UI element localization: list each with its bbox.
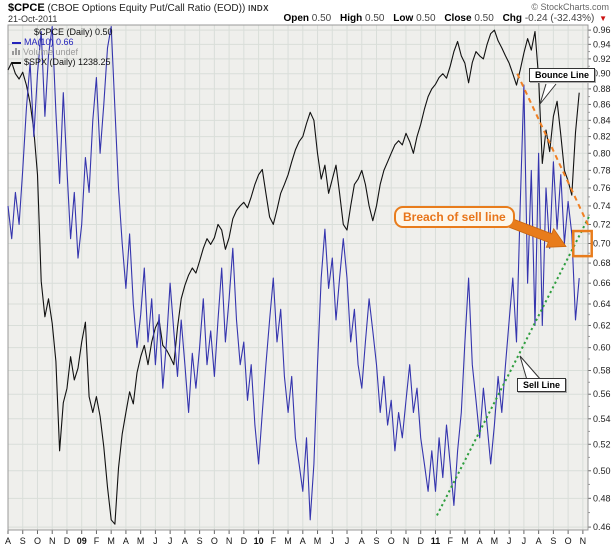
svg-text:A: A (300, 536, 306, 546)
chart-title: $CPCE (CBOE Options Equity Put/Call Rati… (8, 2, 269, 14)
svg-text:A: A (123, 536, 129, 546)
chart-date: 21-Oct-2011 (8, 14, 58, 24)
svg-text:O: O (565, 536, 572, 546)
open-value: 0.50 (311, 13, 332, 24)
svg-text:10: 10 (254, 536, 264, 546)
svg-text:S: S (197, 536, 203, 546)
svg-text:0.92: 0.92 (593, 54, 611, 64)
svg-text:M: M (107, 536, 115, 546)
svg-text:0.54: 0.54 (593, 414, 611, 424)
svg-text:0.66: 0.66 (593, 278, 611, 288)
high-value: 0.50 (365, 13, 385, 24)
svg-text:0.60: 0.60 (593, 343, 611, 353)
svg-text:J: J (507, 536, 512, 546)
svg-text:O: O (211, 536, 218, 546)
svg-text:N: N (49, 536, 56, 546)
svg-text:J: J (168, 536, 173, 546)
svg-text:0.52: 0.52 (593, 439, 611, 449)
svg-text:D: D (241, 536, 248, 546)
svg-text:0.76: 0.76 (593, 183, 611, 193)
svg-text:0.78: 0.78 (593, 165, 611, 175)
exchange-label: INDX (248, 4, 269, 13)
legend-ma10: MA(10) 0.66 (12, 37, 113, 47)
symbol: $CPCE (8, 2, 45, 14)
svg-text:F: F (271, 536, 277, 546)
svg-text:0.74: 0.74 (593, 201, 611, 211)
svg-text:0.68: 0.68 (593, 258, 611, 268)
svg-text:0.90: 0.90 (593, 69, 611, 79)
legend-cpce: $CPCE (Daily) 0.50 (34, 27, 113, 37)
svg-text:S: S (550, 536, 556, 546)
svg-text:A: A (359, 536, 365, 546)
svg-text:0.86: 0.86 (593, 99, 611, 109)
breach-callout: Breach of sell line (394, 206, 515, 228)
svg-text:N: N (580, 536, 587, 546)
chg-label: Chg (502, 13, 523, 24)
svg-text:0.94: 0.94 (593, 39, 611, 49)
svg-text:S: S (373, 536, 379, 546)
svg-text:0.58: 0.58 (593, 366, 611, 376)
svg-text:11: 11 (431, 536, 441, 546)
svg-text:J: J (522, 536, 527, 546)
svg-text:0.84: 0.84 (593, 115, 611, 125)
sell-line-label: Sell Line (517, 378, 567, 392)
svg-text:0.80: 0.80 (593, 148, 611, 158)
svg-text:0.62: 0.62 (593, 320, 611, 330)
legend-volume: Volume undef (12, 47, 113, 57)
svg-text:09: 09 (77, 536, 87, 546)
close-value: 0.50 (474, 13, 494, 24)
svg-text:A: A (536, 536, 542, 546)
svg-text:D: D (417, 536, 424, 546)
svg-text:0.64: 0.64 (593, 299, 611, 309)
svg-text:J: J (330, 536, 335, 546)
svg-text:S: S (20, 536, 26, 546)
svg-text:A: A (182, 536, 188, 546)
open-label: Open (283, 13, 309, 24)
svg-text:0.50: 0.50 (593, 466, 611, 476)
svg-text:F: F (94, 536, 100, 546)
svg-text:0.56: 0.56 (593, 389, 611, 399)
symbol-description: (CBOE Options Equity Put/Call Ratio (EOD… (47, 3, 246, 14)
svg-text:M: M (314, 536, 322, 546)
svg-text:D: D (64, 536, 71, 546)
low-value: 0.50 (416, 13, 436, 24)
spx-line-swatch-icon (12, 61, 21, 64)
quote-strip: Open 0.50 High 0.50 Low 0.50 Close 0.50 … (277, 13, 607, 24)
svg-text:J: J (345, 536, 350, 546)
svg-text:A: A (477, 536, 483, 546)
ma10-line-swatch-icon (12, 41, 21, 44)
svg-text:F: F (447, 536, 453, 546)
svg-text:M: M (461, 536, 469, 546)
volume-bars-icon (12, 47, 21, 57)
high-label: High (340, 13, 363, 24)
down-triangle-icon: ▼ (599, 14, 607, 23)
svg-text:O: O (388, 536, 395, 546)
svg-text:J: J (153, 536, 158, 546)
svg-text:O: O (34, 536, 41, 546)
low-label: Low (393, 13, 414, 24)
svg-text:M: M (491, 536, 499, 546)
svg-text:0.46: 0.46 (593, 522, 611, 532)
svg-text:M: M (284, 536, 292, 546)
bounce-line-label: Bounce Line (529, 68, 596, 82)
legend-spx: $SPX (Daily) 1238.25 (12, 57, 113, 67)
close-label: Close (444, 13, 472, 24)
svg-text:0.72: 0.72 (593, 219, 611, 229)
stockcharts-watermark: © StockCharts.com (531, 2, 609, 12)
chg-value: -0.24 (-32.43%) (524, 13, 595, 24)
svg-text:N: N (226, 536, 233, 546)
svg-text:A: A (5, 536, 11, 546)
svg-text:0.70: 0.70 (593, 238, 611, 248)
svg-text:0.48: 0.48 (593, 493, 611, 503)
svg-text:0.96: 0.96 (593, 25, 611, 35)
svg-text:N: N (403, 536, 410, 546)
svg-text:M: M (137, 536, 145, 546)
legend: $CPCE (Daily) 0.50 MA(10) 0.66 Volume un… (12, 27, 113, 67)
svg-text:0.82: 0.82 (593, 132, 611, 142)
svg-text:0.88: 0.88 (593, 84, 611, 94)
